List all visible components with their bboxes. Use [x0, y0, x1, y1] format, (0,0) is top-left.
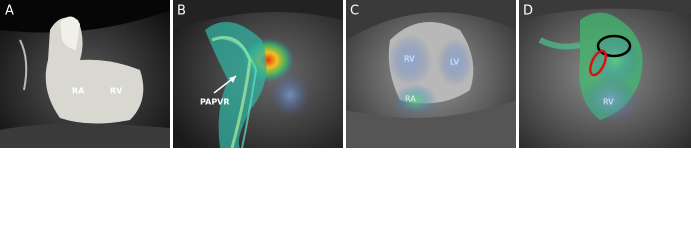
- annotation: RV: [110, 87, 123, 96]
- panel-label: C: [350, 4, 359, 19]
- panel-label: B: [177, 4, 186, 19]
- annotation: LV: [450, 58, 460, 67]
- annotation: RV: [603, 98, 614, 107]
- panel-d: [519, 0, 691, 148]
- panel-a: [0, 0, 170, 148]
- panel-b: [173, 0, 343, 148]
- annotation: RA: [72, 87, 85, 96]
- annotation: RA: [405, 95, 416, 104]
- panel-label: D: [523, 4, 533, 19]
- annotation: PAPVR: [200, 98, 230, 107]
- annotation: RV: [404, 55, 415, 64]
- panel-label: A: [5, 4, 14, 19]
- page: A RA RV B PAPVR C RV LV RA D RV (() => {…: [0, 0, 691, 148]
- panel-c: [346, 0, 516, 148]
- figure: A RA RV B PAPVR C RV LV RA D RV: [0, 0, 691, 148]
